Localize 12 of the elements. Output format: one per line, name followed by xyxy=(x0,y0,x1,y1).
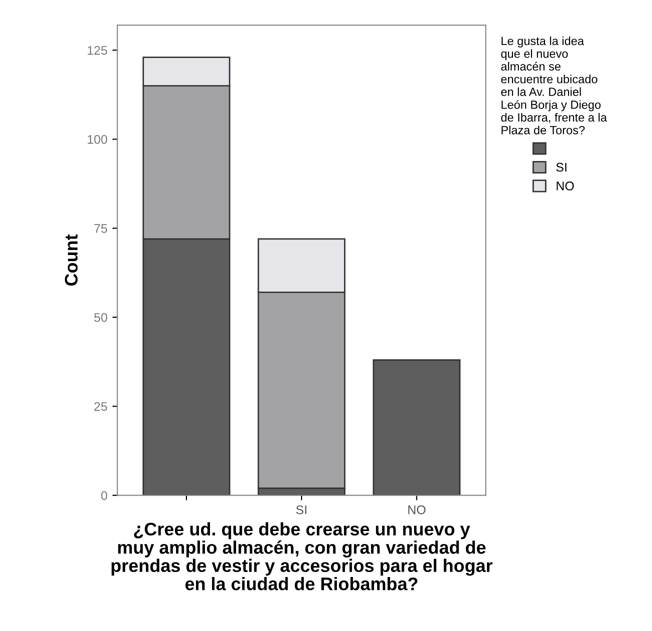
x-axis-title: ¿Cree ud. que debe crearse un nuevo y muy amplio almacén, con gran variedad de prendas de vestir y accesorios para el hogar en la ciudad de Riobamba? xyxy=(112,522,492,590)
y-tick-label: 125 xyxy=(88,46,108,55)
y-tick-label: 0 xyxy=(101,491,108,500)
y-tick-label: 100 xyxy=(88,135,108,144)
y-tick-label: 25 xyxy=(94,402,108,411)
legend-label: NO xyxy=(556,182,574,190)
legend-title: Le gusta la idea que el nuevo almacén se encuentre ubicado en la Av. Daniel León Borja y Diego de Ibarra, frente a la Plaza de Toros? xyxy=(501,36,607,134)
y-axis-title: Count xyxy=(64,234,78,286)
legend-label: SI xyxy=(556,162,566,172)
y-tick-label: 50 xyxy=(94,313,108,322)
y-tick-label: 75 xyxy=(94,224,108,233)
bar xyxy=(372,359,461,496)
